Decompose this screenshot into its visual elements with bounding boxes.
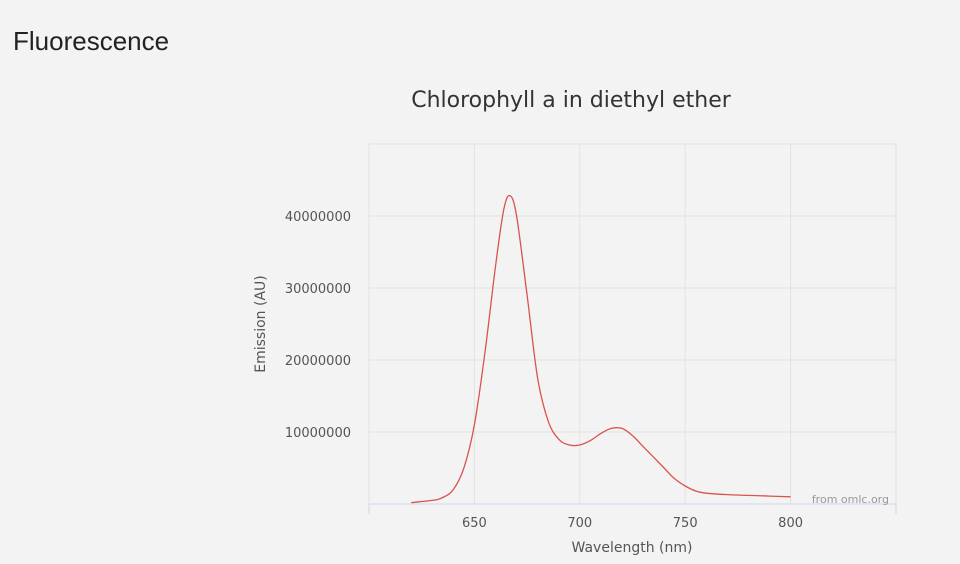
x-tick-label: 650 — [462, 516, 487, 531]
grid-lines — [369, 144, 896, 504]
y-axis-label: Emission (AU) — [253, 275, 269, 373]
section-heading: Fluorescence — [13, 26, 170, 56]
x-tick-label: 700 — [567, 516, 592, 531]
series-group — [411, 194, 791, 504]
x-axis-label: Wavelength (nm) — [572, 540, 693, 556]
y-tick-label: 20000000 — [285, 354, 351, 369]
y-tick-label: 40000000 — [285, 210, 351, 225]
plot-border — [368, 143, 897, 505]
y-tick-label: 10000000 — [285, 426, 351, 441]
y-axis: 10000000 20000000 30000000 40000000 — [285, 210, 351, 441]
x-axis: 650 700 750 800 — [368, 503, 897, 531]
plot-frame — [368, 143, 897, 505]
credit-link[interactable]: from omlc.org — [812, 493, 889, 506]
x-tick-label: 800 — [778, 516, 803, 531]
x-tick-label: 750 — [673, 516, 698, 531]
chart-title: Chlorophyll a in diethyl ether — [411, 88, 732, 113]
emission-series-line — [411, 194, 791, 504]
y-tick-label: 30000000 — [285, 282, 351, 297]
